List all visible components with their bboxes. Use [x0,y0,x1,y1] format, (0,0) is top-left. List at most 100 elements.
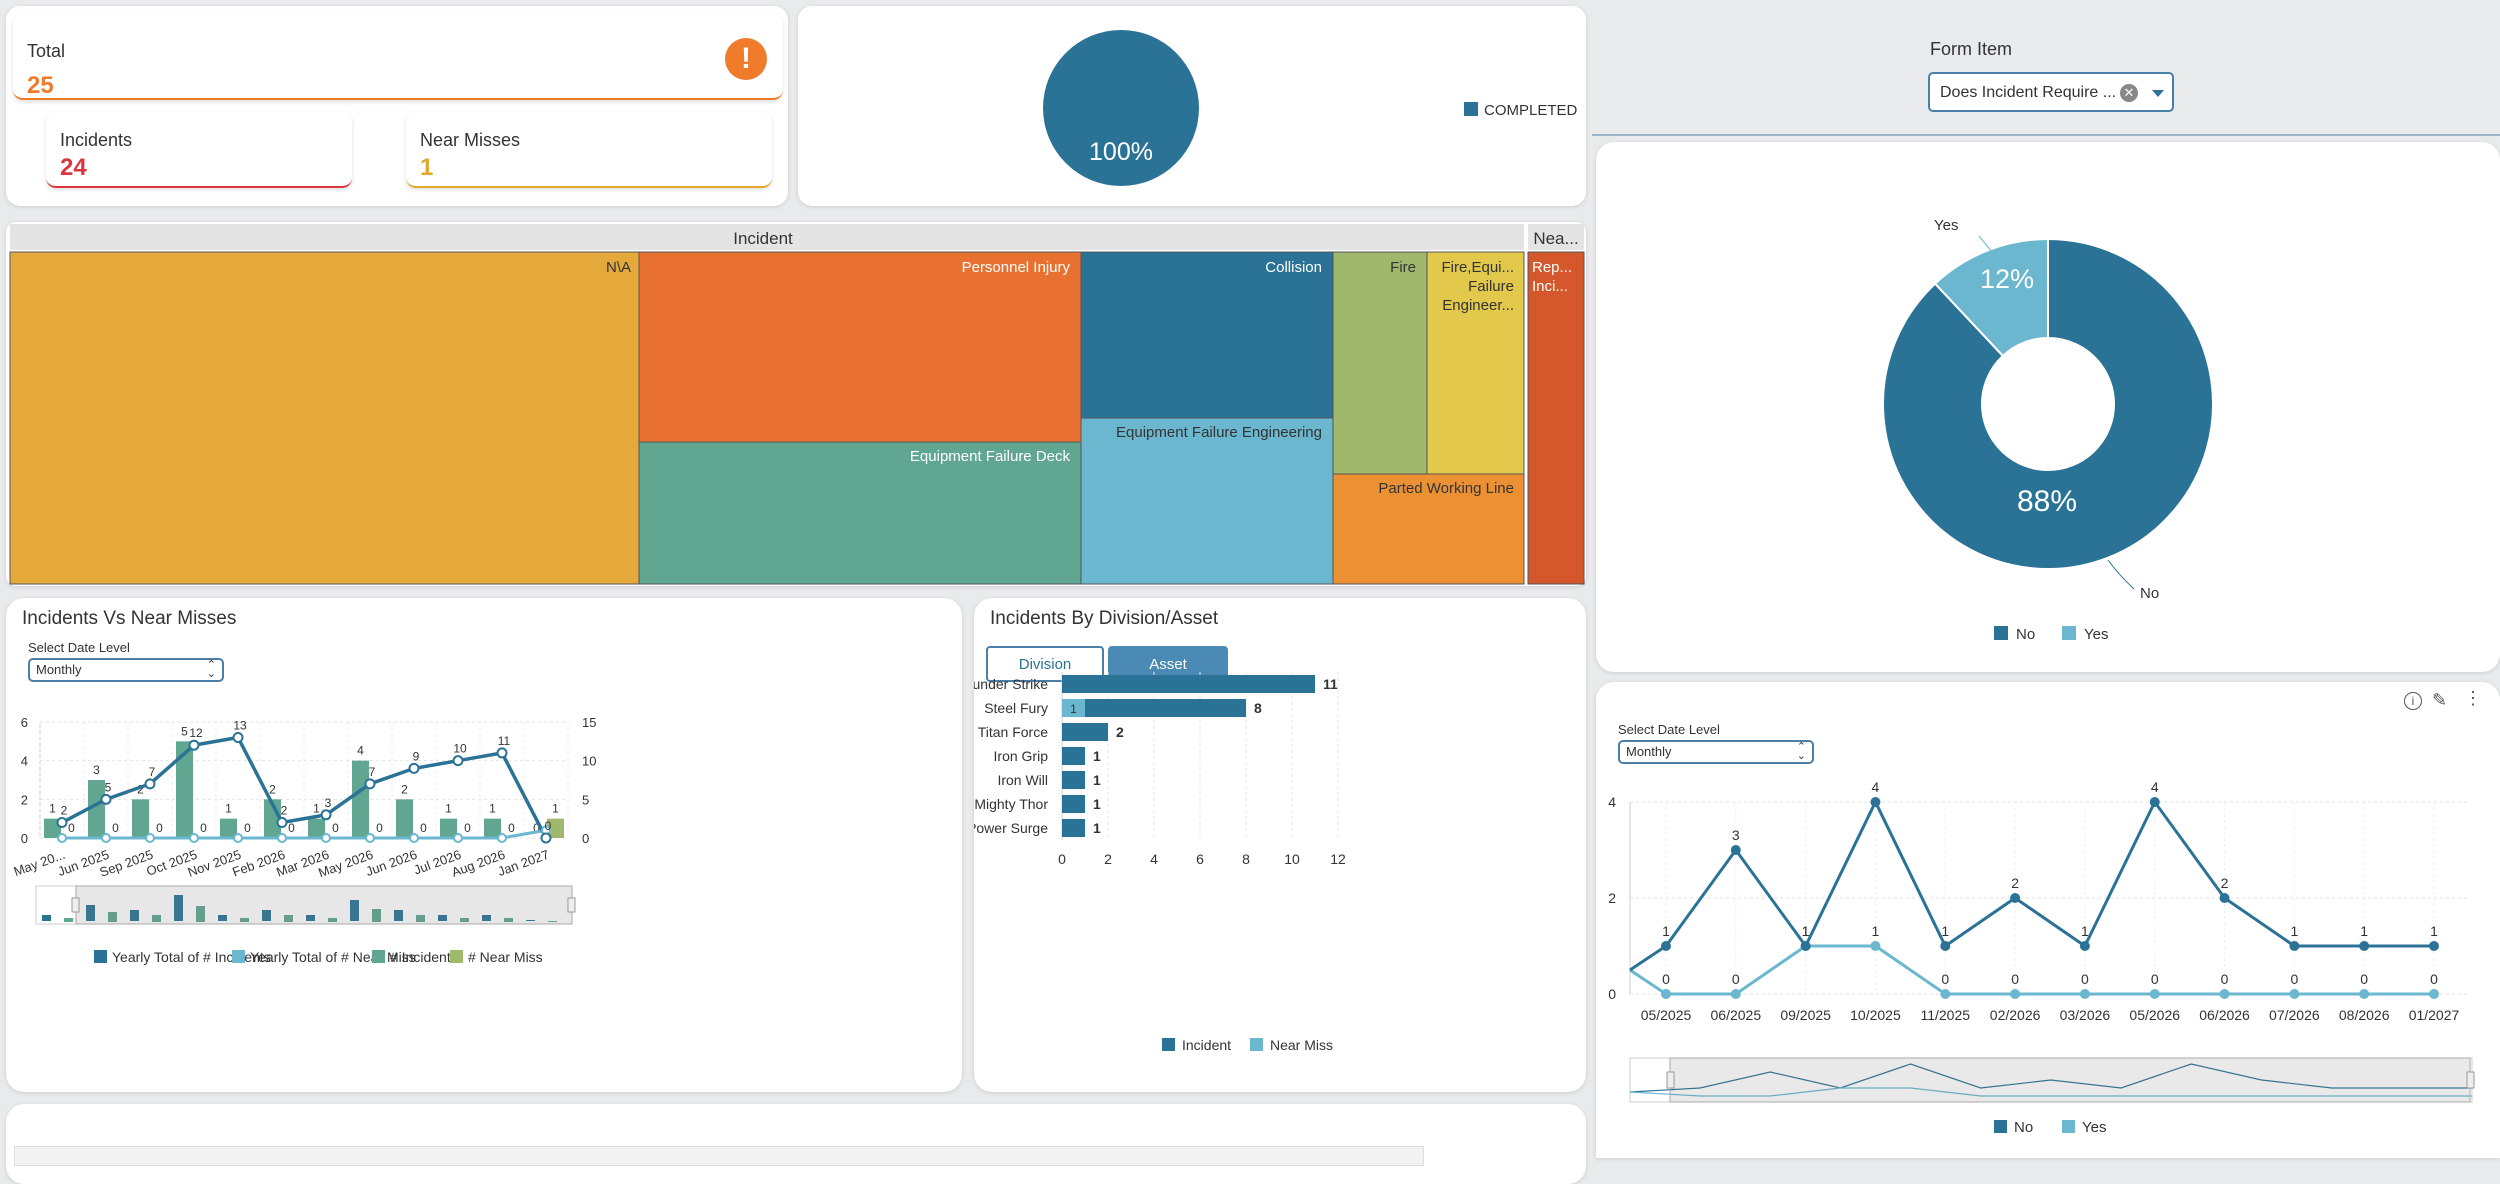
incident-bar[interactable] [1062,771,1085,789]
near-miss-bar[interactable] [547,818,564,838]
navigator-window[interactable] [75,885,573,925]
series-point[interactable] [2010,893,2021,903]
series-point[interactable] [1730,845,1741,855]
yearly-near-point[interactable] [321,833,331,843]
incident-bar[interactable] [308,818,325,838]
legend-label[interactable]: No [2014,1119,2033,1136]
navigator-window[interactable] [1669,1057,2471,1103]
navigator-handle-right[interactable] [567,897,576,913]
yearly-near-point[interactable] [453,833,463,843]
navigator-handle-left[interactable] [1666,1071,1675,1089]
clear-icon[interactable]: ✕ [2120,84,2138,102]
yearly-near-point[interactable] [233,833,243,843]
treemap-cell-near-miss[interactable] [1527,251,1585,585]
series-point[interactable] [2359,941,2370,951]
incident-bar[interactable] [1062,747,1085,765]
incidents-tile[interactable]: Incidents 24 [46,112,352,188]
series-point[interactable] [1730,989,1741,999]
yearly-near-point[interactable] [409,833,419,843]
yearly-incidents-point[interactable] [232,731,244,743]
series-point[interactable] [1870,797,1881,807]
near-miss-bar[interactable] [1062,699,1085,717]
treemap-cell-fire[interactable] [1332,251,1428,475]
yearly-incidents-point[interactable] [100,793,112,805]
yearly-incidents-point[interactable] [320,809,332,821]
series-point[interactable] [2359,989,2370,999]
yearly-incidents-point[interactable] [144,778,156,790]
info-icon[interactable]: i [2404,692,2422,710]
date-level-select[interactable]: Monthly ⌃ ⌄ [28,658,224,682]
yearly-incidents-point[interactable] [452,755,464,767]
series-point[interactable] [1661,941,1671,951]
more-vertical-icon[interactable]: ⋮ [2464,688,2482,708]
trend-date-level-select[interactable]: Monthly ⌃ ⌄ [1618,740,1814,764]
treemap-cell-personnel-injury[interactable] [638,251,1082,443]
series-point[interactable] [1800,941,1811,951]
yearly-near-point[interactable] [365,833,375,843]
incident-bar[interactable] [220,818,237,838]
series-point[interactable] [2289,941,2300,951]
yearly-incidents-point[interactable] [188,739,200,751]
treemap-cell-equipment-failure-engineering[interactable] [1080,417,1334,585]
chevron-down-icon[interactable] [2152,90,2164,97]
form-item-select[interactable]: Does Incident Require ... ✕ [1928,72,2174,112]
series-point[interactable] [2149,797,2160,807]
incident-bar[interactable] [1062,795,1085,813]
completion-pie-slice[interactable] [1043,30,1199,186]
yearly-incidents-line[interactable] [61,735,548,839]
series-point[interactable] [2429,989,2439,999]
donut-slice-no[interactable] [1882,237,2214,570]
treemap-cell-collision[interactable] [1080,251,1334,419]
series-point[interactable] [2219,989,2230,999]
legend-label[interactable]: # Near Miss [468,949,543,965]
incident-bar[interactable] [1085,699,1246,717]
yearly-incidents-point[interactable] [540,832,552,844]
series-point[interactable] [2079,941,2090,951]
yearly-near-point[interactable] [497,833,507,843]
yearly-incidents-point[interactable] [276,817,288,829]
legend-label[interactable]: Near Miss [1270,1037,1333,1053]
legend-label[interactable]: Yearly Total of # Incidents [112,949,271,965]
series-line-yes[interactable] [1629,944,2434,996]
series-point[interactable] [2010,989,2021,999]
yearly-incidents-point[interactable] [364,778,376,790]
incident-bar[interactable] [484,818,501,838]
treemap-cell-fire-equipment[interactable] [1426,251,1525,475]
yearly-near-point[interactable] [189,833,199,843]
treemap-cell-na[interactable] [9,251,640,585]
legend-label[interactable]: # Incidents [390,949,458,965]
donut-legend-no[interactable]: No [2016,626,2035,643]
edit-icon[interactable]: ✎ [2432,690,2448,710]
incident-bar[interactable] [440,818,457,838]
total-tile[interactable]: Total 25 ! [13,14,783,100]
series-point[interactable] [1940,941,1951,951]
incident-bar[interactable] [88,780,105,838]
yearly-near-point[interactable] [57,833,67,843]
incident-bar[interactable] [1062,723,1108,741]
legend-label[interactable]: Yes [2082,1119,2106,1136]
series-line-no[interactable] [1629,798,2434,972]
near-misses-tile[interactable]: Near Misses 1 [406,112,772,188]
yearly-incidents-point[interactable] [496,747,508,759]
series-point[interactable] [2219,893,2230,903]
yearly-near-point[interactable] [277,833,287,843]
incident-bar[interactable] [132,799,149,838]
series-point[interactable] [1661,989,1671,999]
yearly-near-point[interactable] [145,833,155,843]
series-point[interactable] [2429,941,2439,951]
navigator-handle-left[interactable] [71,897,80,913]
series-point[interactable] [2289,989,2300,999]
incident-bar[interactable] [352,760,369,838]
series-point[interactable] [2079,989,2090,999]
yearly-incidents-point[interactable] [56,817,68,829]
yearly-incidents-point[interactable] [408,762,420,774]
donut-legend-yes[interactable]: Yes [2084,626,2108,643]
incident-bar[interactable] [1062,675,1315,693]
yearly-near-line[interactable] [62,828,547,840]
incident-bar[interactable] [176,741,193,838]
incident-bar[interactable] [396,799,413,838]
series-point[interactable] [2149,989,2160,999]
treemap-cell-parted-working-line[interactable] [1332,473,1525,585]
incident-bar[interactable] [1062,819,1085,837]
legend-label[interactable]: Incident [1182,1037,1231,1053]
